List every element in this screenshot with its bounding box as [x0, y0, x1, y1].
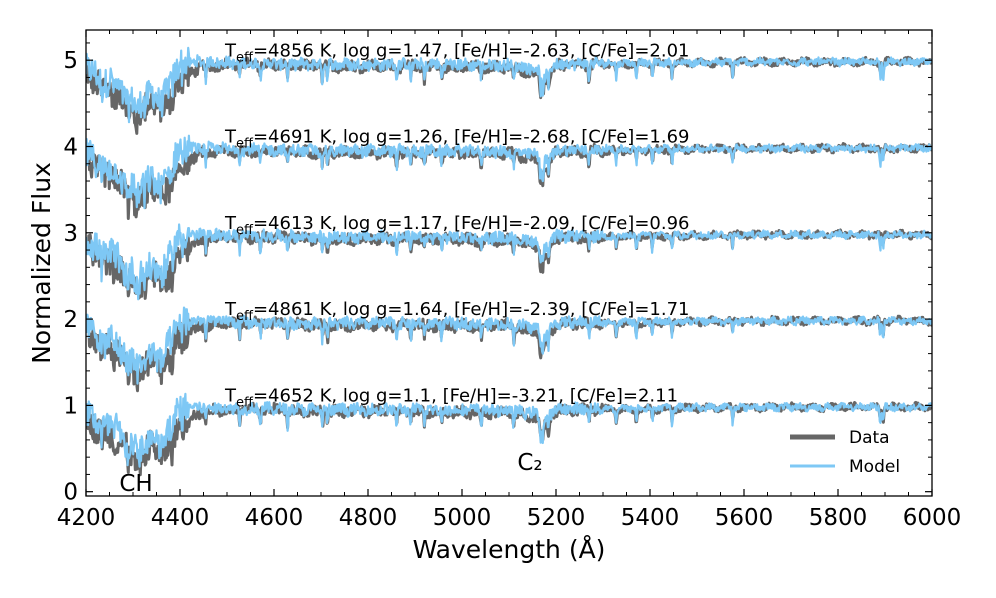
- y-tick-label: 4: [63, 135, 78, 161]
- model-series-line: [86, 306, 932, 385]
- x-tick-label: 6000: [903, 505, 962, 531]
- y-tick-label: 3: [63, 221, 78, 247]
- model-series-line: [86, 134, 932, 210]
- spectrum-0: [86, 46, 932, 135]
- x-tick-label: 4400: [151, 505, 210, 531]
- spectrum-2: [86, 223, 932, 301]
- model-series-line: [86, 392, 932, 468]
- y-axis-label: Normalized Flux: [27, 162, 56, 364]
- y-tick-label: 1: [63, 393, 78, 419]
- tick-label-layer: 4200 4400 4600 4800 5000 5200 5400 5600 5800 6000…: [57, 48, 962, 531]
- spectrum-param-label: Teff=4856 K, log g=1.47, [Fe/H]=-2.63, […: [224, 40, 690, 65]
- annotation-c2: C₂: [517, 450, 542, 476]
- x-tick-label: 5200: [527, 505, 586, 531]
- annotation-ch: CH: [119, 471, 152, 497]
- spectrum-param-label: Teff=4652 K, log g=1.1, [Fe/H]=-3.21, [C…: [224, 385, 678, 410]
- spectrum-param-label: Teff=4691 K, log g=1.26, [Fe/H]=-2.68, […: [224, 127, 690, 152]
- plot-frame: [85, 29, 933, 497]
- legend-label-model: Model: [849, 457, 900, 477]
- model-series-line: [86, 46, 932, 124]
- legend: Data Model: [790, 428, 900, 477]
- y-tick-label: 0: [63, 480, 78, 506]
- series-layer: [86, 46, 932, 477]
- tick-layer: [85, 30, 933, 496]
- spectrum-param-label: Teff=4613 K, log g=1.17, [Fe/H]=-2.09, […: [224, 213, 690, 238]
- legend-label-data: Data: [849, 428, 890, 448]
- x-tick-label: 4800: [339, 505, 398, 531]
- x-tick-label: 5800: [809, 505, 868, 531]
- x-tick-label: 4600: [245, 505, 304, 531]
- x-axis-label: Wavelength (Å): [413, 535, 606, 564]
- spectrum-label-layer: Teff=4856 K, log g=1.47, [Fe/H]=-2.63, […: [224, 40, 690, 410]
- x-tick-label: 5600: [715, 505, 774, 531]
- x-tick-label: 4200: [57, 505, 116, 531]
- y-tick-label: 2: [63, 307, 78, 333]
- y-tick-label: 5: [63, 48, 78, 74]
- x-tick-label: 5000: [433, 505, 492, 531]
- model-series-line: [86, 223, 932, 301]
- spectrum-3: [86, 306, 932, 393]
- x-tick-label: 5400: [621, 505, 680, 531]
- spectrum-param-label: Teff=4861 K, log g=1.64, [Fe/H]=-2.39, […: [224, 299, 690, 324]
- spectrum-1: [86, 134, 932, 220]
- spectrum-4: [86, 392, 932, 477]
